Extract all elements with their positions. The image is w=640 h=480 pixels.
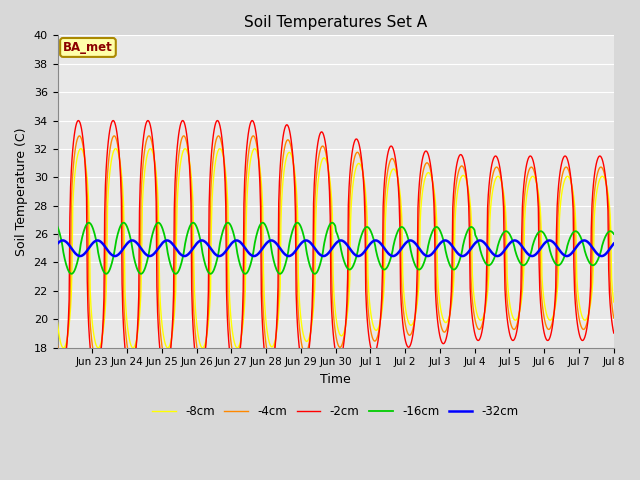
-16cm: [119, 220, 127, 226]
-4cm: [250, 133, 258, 139]
Line: -2cm: -2cm: [58, 120, 614, 376]
-16cm: [154, 220, 162, 226]
-2cm: [223, 288, 230, 294]
-16cm: [250, 244, 258, 250]
-32cm: [54, 241, 61, 247]
-32cm: [180, 253, 188, 259]
-2cm: [394, 185, 402, 191]
-4cm: [197, 358, 205, 363]
-16cm: [223, 220, 230, 226]
-8cm: [610, 299, 618, 305]
-2cm: [54, 363, 61, 369]
-32cm: [426, 253, 433, 259]
-4cm: [610, 315, 618, 321]
-16cm: [172, 271, 180, 276]
X-axis label: Time: Time: [320, 373, 351, 386]
-32cm: [163, 238, 171, 243]
Title: Soil Temperatures Set A: Soil Temperatures Set A: [244, 15, 428, 30]
-32cm: [271, 240, 279, 245]
Line: -16cm: -16cm: [58, 223, 614, 274]
-8cm: [394, 179, 402, 184]
-32cm: [119, 246, 127, 252]
-32cm: [610, 241, 618, 247]
-8cm: [223, 179, 230, 184]
-4cm: [394, 180, 402, 186]
-8cm: [147, 146, 154, 152]
-4cm: [119, 224, 127, 229]
-4cm: [180, 133, 188, 139]
-2cm: [426, 156, 433, 162]
-32cm: [394, 250, 402, 255]
-16cm: [610, 231, 618, 237]
-16cm: [426, 237, 433, 243]
Line: -32cm: -32cm: [58, 240, 614, 256]
-16cm: [394, 227, 402, 233]
-32cm: [223, 247, 230, 253]
-16cm: [271, 263, 279, 268]
-8cm: [250, 146, 258, 152]
-4cm: [54, 342, 61, 348]
-8cm: [119, 187, 127, 192]
-8cm: [54, 320, 61, 325]
-2cm: [75, 118, 83, 123]
-2cm: [120, 336, 128, 341]
-32cm: [250, 253, 258, 259]
-2cm: [271, 344, 279, 350]
Line: -4cm: -4cm: [58, 136, 614, 360]
-8cm: [426, 170, 433, 176]
Line: -8cm: -8cm: [58, 149, 614, 348]
Legend: -8cm, -4cm, -2cm, -16cm, -32cm: -8cm, -4cm, -2cm, -16cm, -32cm: [148, 400, 524, 423]
-8cm: [129, 345, 137, 351]
-4cm: [271, 341, 279, 347]
-2cm: [250, 120, 258, 126]
-4cm: [426, 164, 433, 169]
Y-axis label: Soil Temperature (C): Soil Temperature (C): [15, 127, 28, 256]
-16cm: [54, 224, 61, 230]
Text: BA_met: BA_met: [63, 41, 113, 54]
-2cm: [58, 373, 65, 379]
-2cm: [610, 330, 618, 336]
-8cm: [271, 337, 279, 343]
-4cm: [223, 197, 230, 203]
